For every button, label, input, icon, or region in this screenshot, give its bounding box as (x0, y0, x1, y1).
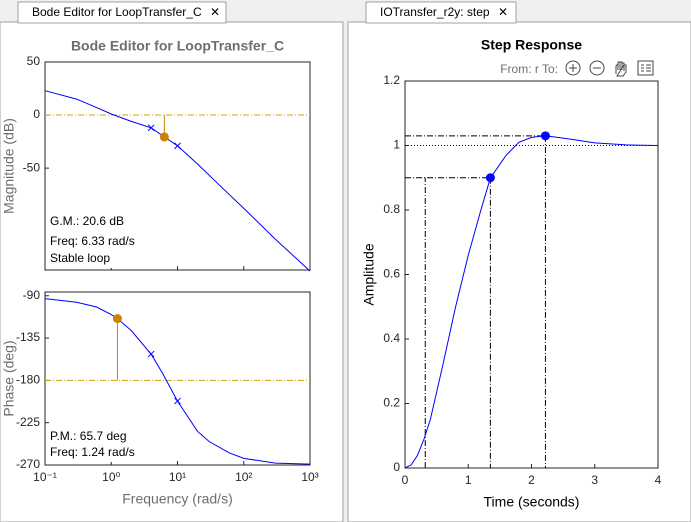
y-tick-label: -50 (23, 160, 41, 174)
y-axis-label: Amplitude (361, 243, 377, 305)
characteristic-point (485, 173, 495, 183)
toolbar (565, 60, 654, 77)
chart-title: Step Response (481, 37, 582, 53)
y-tick-label: 0.4 (383, 331, 400, 345)
annotation: Freq: 1.24 rad/s (50, 445, 135, 459)
tab[interactable] (365, 1, 517, 24)
pan[interactable] (615, 61, 627, 77)
y-tick-label: -225 (16, 415, 40, 429)
annotation: Freq: 6.33 rad/s (50, 234, 135, 248)
pole-marker (174, 397, 181, 405)
y-tick-label: 0.6 (383, 267, 400, 281)
tab[interactable] (17, 1, 227, 24)
y-tick-label: -135 (16, 330, 40, 344)
x-axis-label: Time (seconds) (484, 494, 580, 510)
zoom-in[interactable] (565, 60, 581, 76)
annotation: P.M.: 65.7 deg (50, 429, 127, 443)
x-tick-label: 1 (465, 473, 472, 487)
response-curve (404, 135, 659, 469)
y-tick-label: 1.2 (383, 73, 400, 87)
annotation: G.M.: 20.6 dB (50, 214, 124, 228)
pole-marker (174, 142, 181, 150)
x-tick-label: 3 (591, 473, 598, 487)
x-tick-label: 10⁻¹ (33, 470, 57, 484)
y-tick-label: 0 (393, 460, 400, 474)
pole-marker (147, 350, 155, 358)
io-label: From: r To: (500, 62, 558, 76)
x-tick-label: 0 (402, 473, 409, 487)
y-tick-label: 50 (27, 54, 41, 68)
tab-label: IOTransfer_r2y: step (380, 5, 490, 19)
x-tick-label: 10⁰ (102, 470, 120, 484)
tab-close[interactable]: ✕ (498, 5, 508, 19)
y-tick-label: 0.8 (383, 202, 400, 216)
annotation-box (46, 427, 146, 462)
y-tick-label: 1 (393, 138, 400, 152)
margin-point (112, 314, 122, 324)
x-tick-label: 10³ (301, 470, 318, 484)
plot-area (404, 80, 659, 469)
margin-point (159, 132, 169, 142)
chart-title: Bode Editor for LoopTransfer_C (71, 38, 284, 54)
y-tick-label: 0 (33, 107, 40, 121)
y-axis-label: Phase (deg) (1, 340, 17, 416)
tab-close[interactable]: ✕ (210, 5, 220, 19)
annotation: Stable loop (50, 251, 110, 265)
pole-marker (147, 124, 155, 132)
characteristic-point (540, 131, 550, 141)
legend-toggle[interactable] (637, 60, 654, 76)
x-axis-label: Frequency (rad/s) (122, 491, 232, 507)
y-tick-label: -180 (16, 373, 40, 387)
response-curve (44, 298, 311, 465)
x-tick-label: 10² (235, 470, 252, 484)
y-tick-label: 0.2 (383, 396, 400, 410)
x-tick-label: 10¹ (169, 470, 186, 484)
y-axis-label: Magnitude (dB) (1, 118, 17, 214)
tab-label: Bode Editor for LoopTransfer_C (32, 5, 202, 19)
x-tick-label: 2 (528, 473, 535, 487)
annotation-box (46, 212, 146, 268)
y-tick-label: -270 (16, 457, 40, 471)
x-tick-label: 4 (655, 473, 662, 487)
zoom-out[interactable] (589, 60, 605, 76)
y-tick-label: -90 (23, 288, 41, 302)
